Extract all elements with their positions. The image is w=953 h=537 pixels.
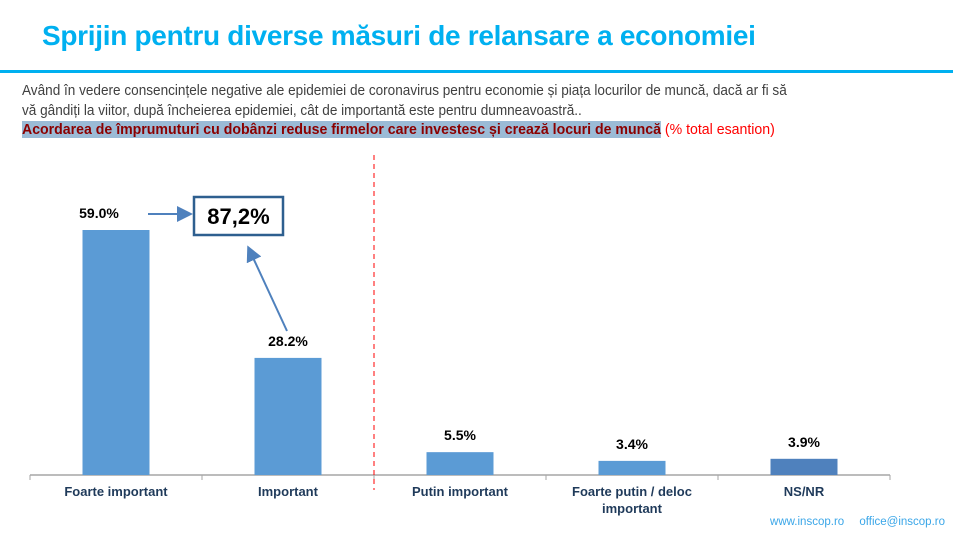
category-label: important — [602, 501, 663, 516]
callout-box — [192, 195, 285, 237]
category-label: NS/NR — [784, 484, 825, 499]
callout-value: 87,2% — [207, 204, 269, 229]
statement: Acordarea de împrumuturi cu dobânzi redu… — [22, 121, 661, 138]
bar — [82, 230, 150, 475]
category-label: Foarte putin / deloc — [572, 484, 692, 499]
category-label: Important — [258, 484, 319, 499]
question-text: Având în vedere consencințele negative a… — [22, 81, 878, 121]
data-label: 59.0% — [79, 205, 119, 221]
bar — [598, 460, 666, 475]
category-label: Putin important — [412, 484, 509, 499]
data-label: 5.5% — [444, 427, 476, 443]
footer-website[interactable]: www.inscop.ro — [770, 516, 845, 528]
statement-line: Acordarea de împrumuturi cu dobânzi redu… — [22, 120, 775, 140]
data-label: 3.4% — [616, 436, 648, 452]
title-rule — [0, 70, 953, 73]
question-line-1: Având în vedere consencințele negative a… — [22, 83, 787, 99]
page-title: Sprijin pentru diverse măsuri de relansa… — [42, 20, 756, 51]
category-label: Foarte important — [64, 484, 168, 499]
sample-note: (% total esantion) — [664, 121, 775, 138]
data-label: 28.2% — [268, 333, 308, 349]
bar — [254, 357, 322, 475]
callout-arrow-2 — [246, 245, 288, 332]
bar — [770, 458, 838, 475]
footer-email[interactable]: office@inscop.ro — [859, 516, 945, 528]
footer: www.inscop.ro office@inscop.ro — [758, 516, 945, 528]
data-label: 3.9% — [788, 434, 820, 450]
question-line-2: vă gândiți la viitor, după încheierea ep… — [22, 103, 582, 119]
bar — [426, 452, 494, 475]
